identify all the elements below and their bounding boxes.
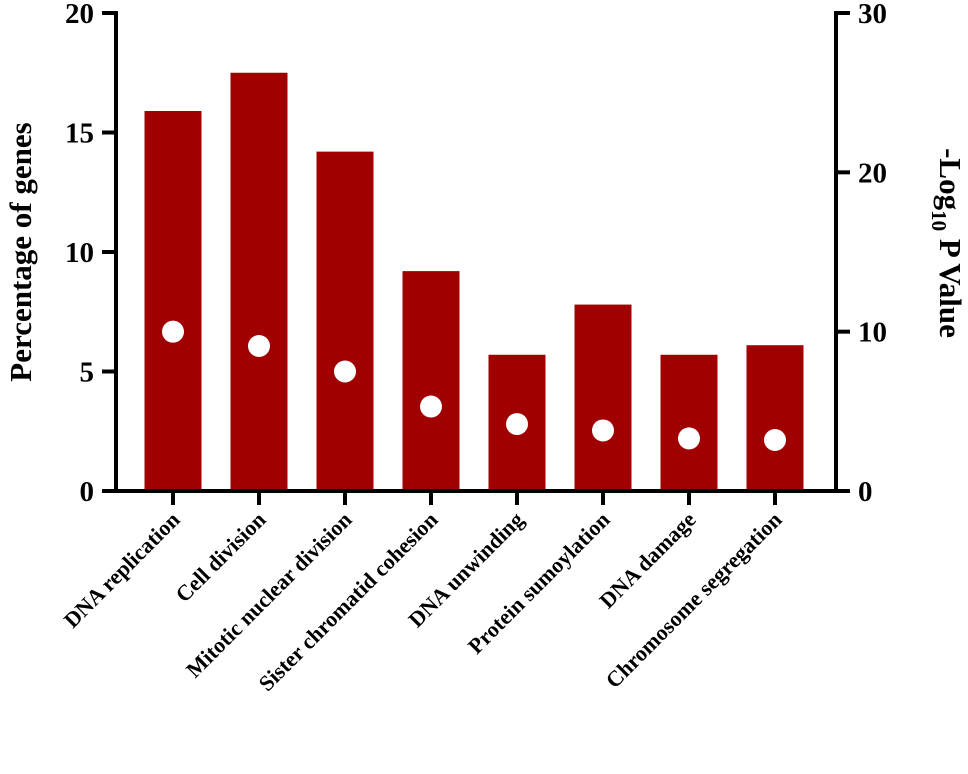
pvalue-point	[592, 419, 614, 442]
bar	[144, 110, 202, 492]
y-axis-title: Percentage of genes	[3, 122, 38, 381]
y2-tick-label: 20	[858, 157, 887, 189]
y-tick-label: 15	[65, 118, 94, 150]
right-y-ticks: 0 10 20 30	[836, 0, 887, 508]
bar	[574, 304, 632, 491]
y2-axis-title-tail: P Value	[933, 231, 968, 338]
y2-tick-label: 0	[858, 476, 873, 508]
y-tick-label: 20	[65, 0, 94, 30]
bar-series	[144, 72, 804, 492]
left-y-ticks: 0 5 10 15 20	[65, 0, 116, 508]
pvalue-series	[162, 320, 786, 452]
category-label: Mitotic nuclear division	[181, 507, 357, 683]
y-tick-label: 5	[80, 357, 95, 389]
bar	[402, 271, 460, 491]
pvalue-point	[506, 413, 528, 436]
category-label: Sister chromatid cohesion	[253, 507, 442, 696]
category-label: Protein sumoylation	[463, 507, 615, 659]
pvalue-point	[248, 335, 270, 358]
y2-axis-title-main: -Log	[933, 148, 968, 211]
y2-axis-title-subscript: 10	[927, 210, 951, 231]
y2-tick-label: 30	[858, 0, 887, 30]
category-label: DNA replication	[59, 507, 185, 633]
pvalue-point	[334, 360, 356, 383]
y-tick-label: 0	[80, 476, 95, 508]
category-label: Chromosome segregation	[600, 507, 786, 693]
bar	[746, 345, 804, 491]
pvalue-point	[764, 429, 786, 452]
y2-tick-label: 10	[858, 317, 887, 349]
pvalue-point	[420, 395, 442, 418]
x-ticks	[171, 491, 777, 505]
bar	[660, 354, 718, 491]
y-tick-label: 10	[65, 237, 94, 269]
y2-axis-title: -Log10 P Value	[927, 148, 968, 338]
bar	[230, 72, 288, 491]
bar	[316, 151, 374, 491]
pvalue-point	[162, 320, 184, 343]
pvalue-point	[678, 427, 700, 450]
